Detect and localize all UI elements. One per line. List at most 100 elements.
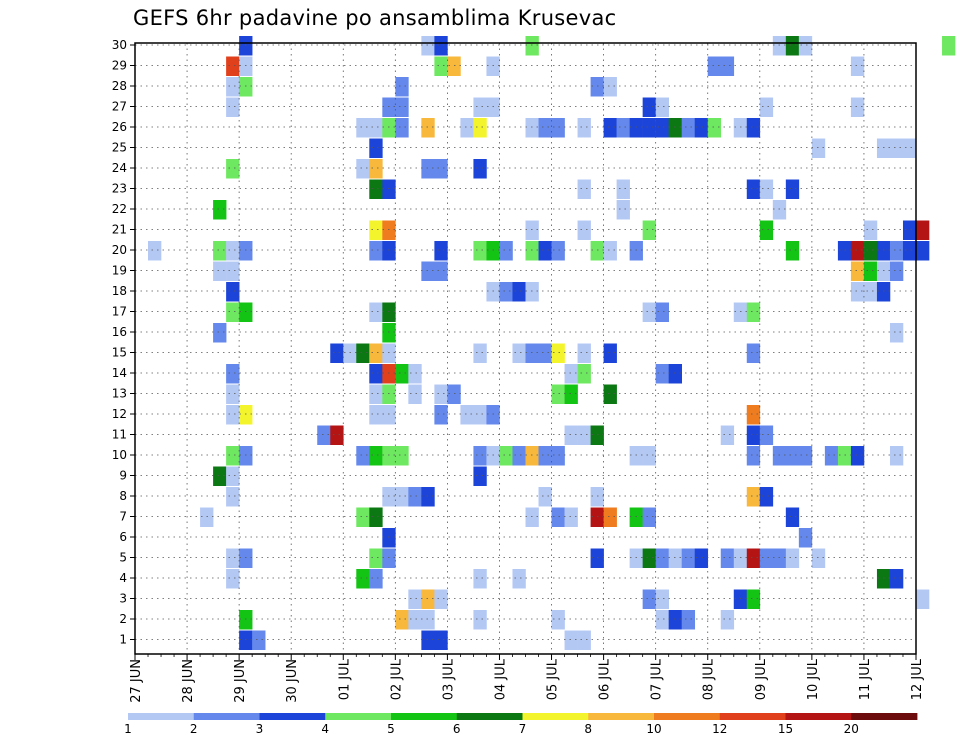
heatmap-cell: [369, 446, 383, 466]
heatmap-cell: [733, 118, 748, 138]
heatmap-cell: [720, 425, 735, 445]
heatmap-cell: [499, 282, 513, 302]
heatmap-cell: [642, 118, 656, 138]
heatmap-cell: [863, 241, 878, 261]
heatmap-cell: [408, 487, 422, 507]
heatmap-cell: [746, 118, 761, 138]
heatmap-cell: [694, 118, 709, 138]
heatmap-cell: [642, 589, 656, 609]
heatmap-cell: [382, 405, 396, 425]
heatmap-cell: [772, 548, 787, 568]
colorbar-label: 4: [321, 722, 329, 736]
x-tick-label: 01 JUL: [337, 658, 352, 700]
heatmap-cell: [746, 548, 761, 568]
y-tick-label: 17: [112, 305, 127, 319]
heatmap-cell: [759, 425, 774, 445]
colorbar-swatch: [654, 713, 721, 720]
x-tick-label: 09 JUL: [754, 658, 769, 700]
heatmap-cell: [707, 56, 722, 76]
colorbar-label: 5: [387, 722, 395, 736]
heatmap-cell: [369, 138, 383, 158]
colorbar-swatch: [785, 713, 852, 720]
x-axis-ticks: 27 JUN 28 JUN 29 JUN 30 JUN 01 JUL 02 JUL 03 J…: [129, 654, 925, 703]
colorbar-swatch: [325, 713, 392, 720]
heatmap-cell: [499, 446, 513, 466]
heatmap-cell: [746, 589, 761, 609]
heatmap-cell: [356, 446, 370, 466]
colorbar-label: 15: [778, 722, 793, 736]
y-tick-label: 5: [119, 551, 127, 565]
heatmap-cell: [538, 118, 552, 138]
heatmap-cell: [460, 405, 474, 425]
heatmap-cell: [434, 159, 448, 179]
y-tick-label: 11: [112, 428, 127, 442]
heatmap-cell: [642, 548, 656, 568]
heatmap-cell: [239, 77, 253, 97]
heatmap-cell: [226, 302, 240, 322]
heatmap-cell: [876, 261, 891, 281]
heatmap-cell: [850, 97, 865, 117]
heatmap-cell: [356, 343, 370, 363]
heatmap-cell: [655, 302, 669, 322]
y-tick-label: 21: [112, 223, 127, 237]
heatmap-cell: [239, 405, 253, 425]
colorbar-label: 2: [190, 722, 198, 736]
colorbar-swatch: [588, 713, 655, 720]
x-tick-label: 04 JUL: [493, 658, 508, 700]
heatmap-cell: [525, 446, 539, 466]
heatmap-cell: [395, 610, 409, 630]
heatmap-cell: [668, 610, 682, 630]
heatmap-cell: [916, 220, 930, 240]
y-tick-label: 22: [112, 202, 127, 216]
y-tick-label: 26: [112, 120, 127, 134]
heatmap-cell: [577, 425, 591, 445]
heatmap-cell: [356, 507, 370, 527]
heatmap-cell: [694, 548, 709, 568]
heatmap-cell: [642, 220, 656, 240]
chart-title: GEFS 6hr padavine po ansamblima Krusevac: [133, 6, 617, 30]
y-tick-label: 24: [112, 161, 127, 175]
heatmap-cell: [226, 405, 240, 425]
heatmap-cell: [382, 323, 396, 343]
heatmap-cell: [577, 220, 591, 240]
heatmap-cell: [226, 446, 240, 466]
heatmap-cell: [369, 364, 383, 384]
heatmap-cell: [850, 241, 865, 261]
heatmap-cell: [733, 548, 748, 568]
heatmap-cell: [434, 630, 448, 650]
heatmap-cell: [863, 261, 878, 281]
heatmap-cell: [564, 384, 578, 404]
heatmap-cell: [356, 569, 370, 589]
heatmap-cell: [213, 261, 227, 281]
heatmap-cell: [889, 241, 904, 261]
heatmap-cell: [369, 384, 383, 404]
heatmap-cell: [226, 77, 240, 97]
heatmap-cell: [395, 97, 409, 117]
heatmap-cell: [616, 179, 630, 199]
heatmap-cell: [369, 405, 383, 425]
heatmap-cell: [785, 446, 800, 466]
heatmap-cell: [434, 384, 448, 404]
x-tick-label: 05 JUL: [546, 658, 561, 700]
heatmap-cell: [382, 487, 396, 507]
colorbar-swatch: [522, 713, 589, 720]
heatmap-cell: [382, 179, 396, 199]
heatmap-cell: [551, 446, 565, 466]
heatmap-cell: [525, 118, 539, 138]
heatmap-cell: [369, 179, 383, 199]
heatmap-cell: [629, 118, 643, 138]
heatmap-cell: [434, 56, 448, 76]
heatmap-cell: [434, 261, 448, 281]
x-tick-label: 30 JUN: [285, 659, 300, 703]
colorbar-swatch: [719, 713, 786, 720]
heatmap-cell: [356, 159, 370, 179]
heatmap-cell: [226, 384, 240, 404]
grid-lines: [135, 43, 917, 654]
heatmap-cell: [837, 241, 852, 261]
y-axis-ticks: 1234567891011121314151617181920212223242…: [112, 38, 135, 647]
heatmap-cell: [226, 364, 240, 384]
x-tick-label: 27 JUN: [129, 659, 144, 703]
heatmap-cell: [759, 179, 774, 199]
heatmap-cell: [642, 446, 656, 466]
colorbar-label: 8: [584, 722, 592, 736]
